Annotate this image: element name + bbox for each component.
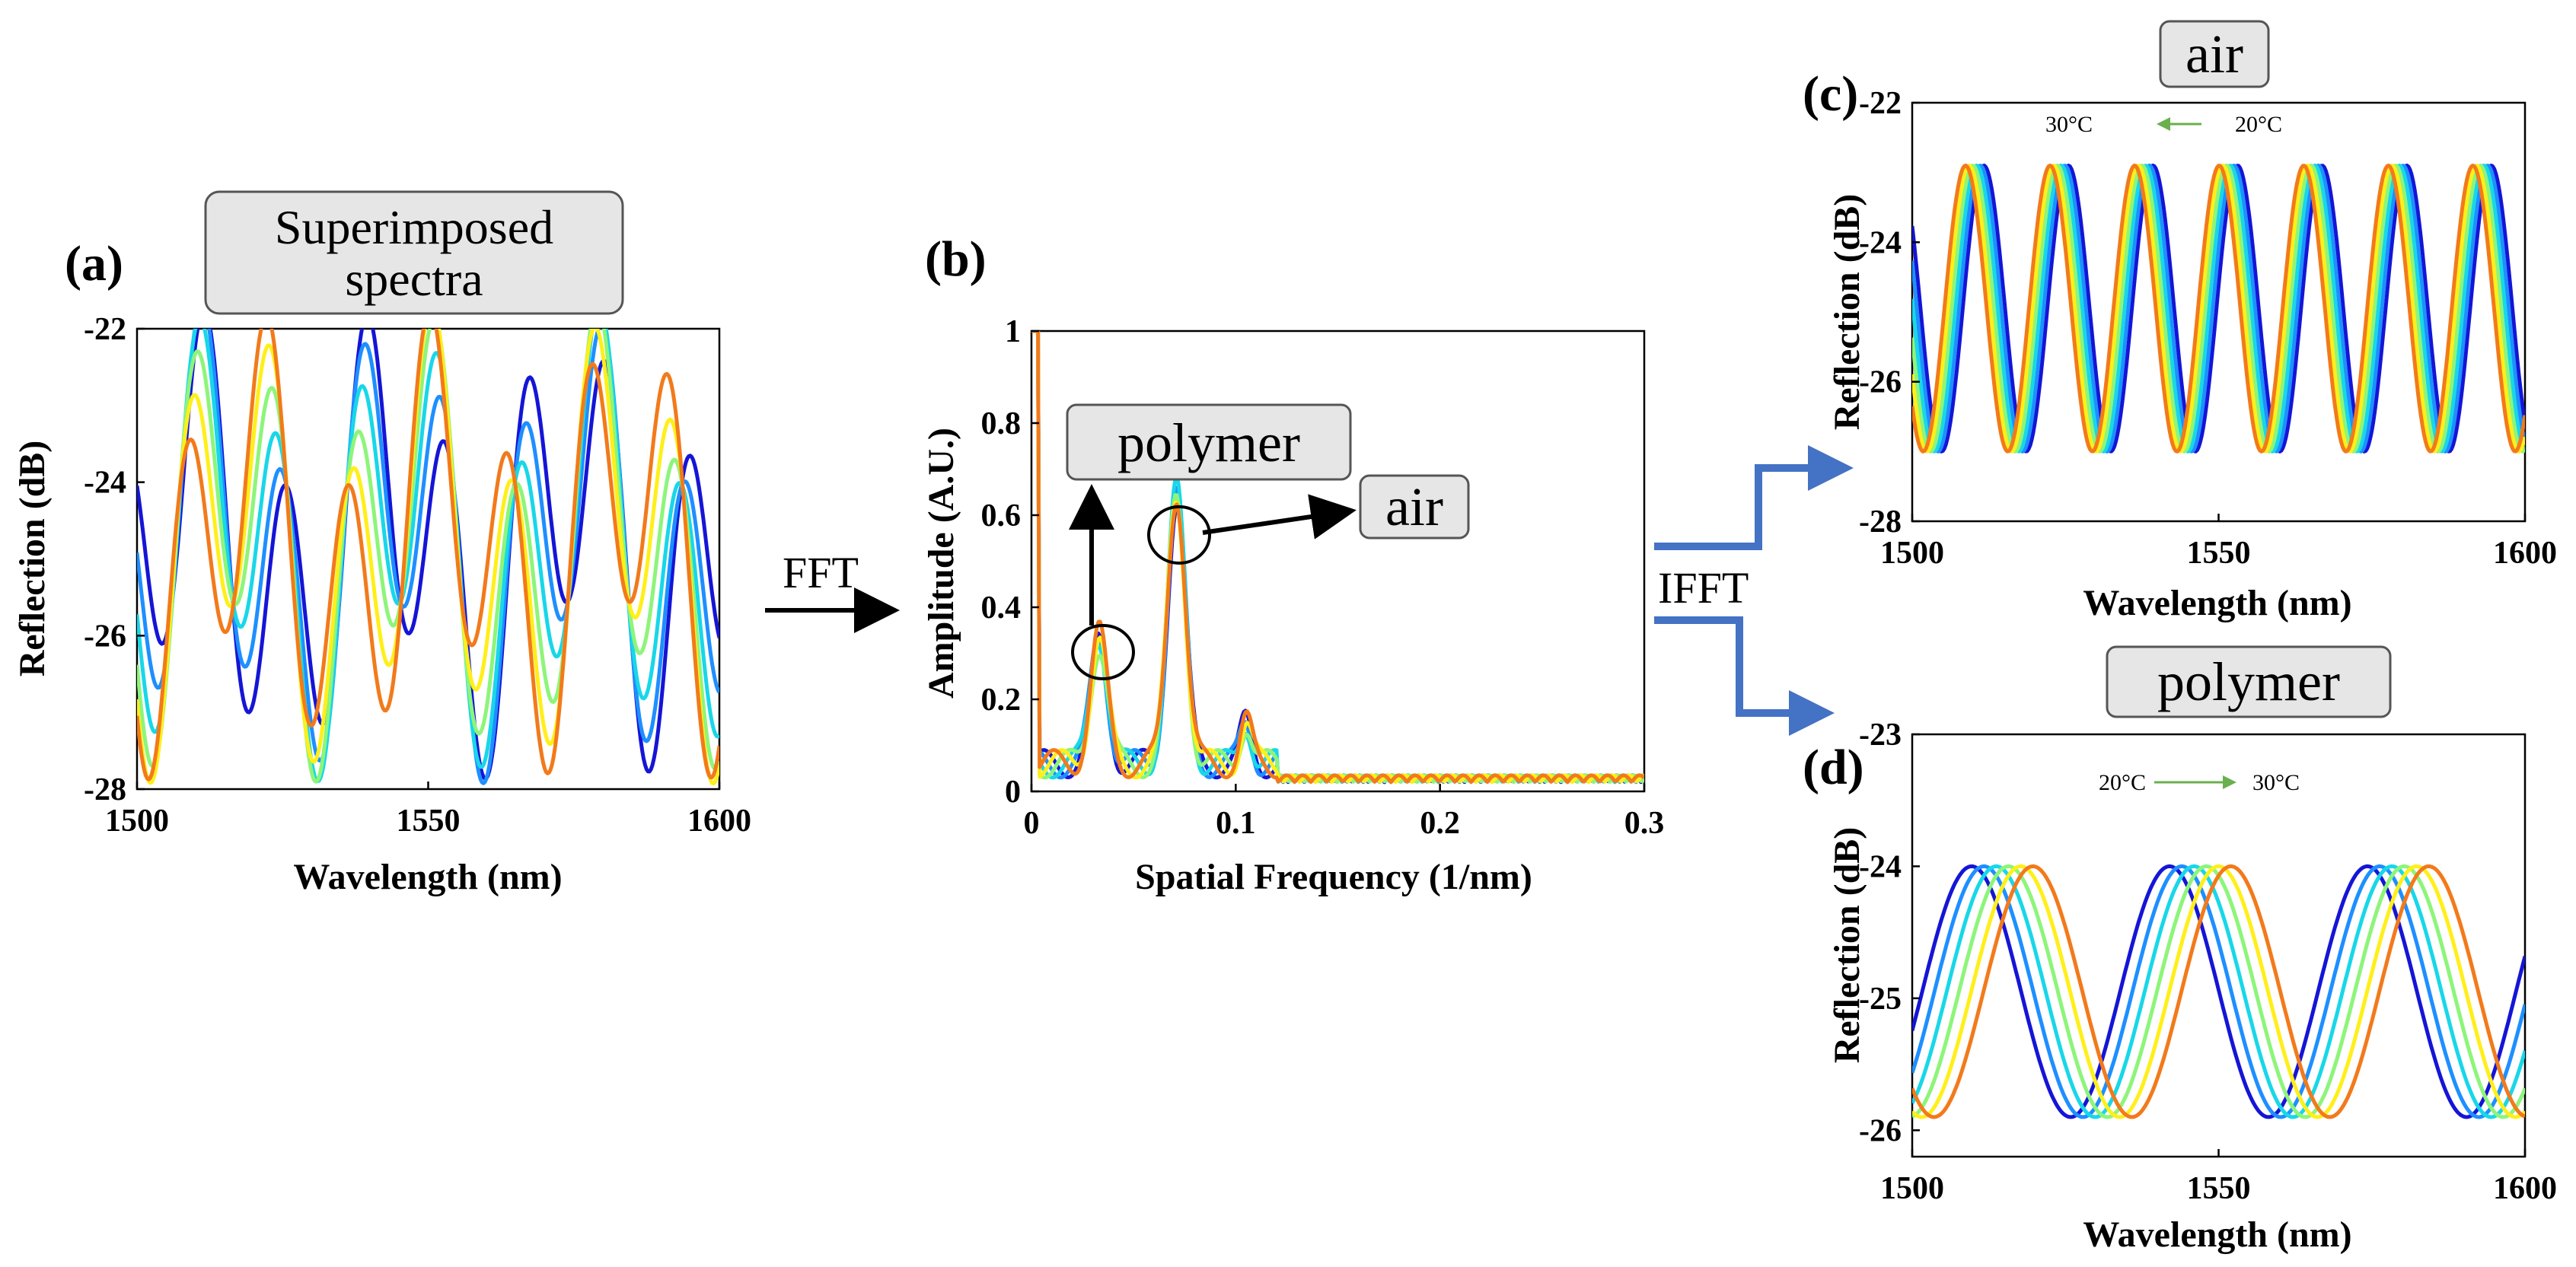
x-tick-label: 1550	[397, 804, 461, 839]
y-tick-label: -28	[1859, 505, 1902, 540]
series-line-d-2	[1912, 864, 2525, 1119]
panel-d-title: polymer	[2157, 651, 2340, 712]
ifft-arrow-down	[1654, 616, 1835, 736]
panel-c-label: (c)	[1803, 66, 1858, 122]
panel-b-series-group	[1031, 331, 1644, 785]
panel-a-xlabel: Wavelength (nm)	[293, 857, 562, 897]
fft-label: FFT	[783, 548, 859, 597]
panel-c-title: air	[2185, 24, 2243, 84]
air-peak-box	[1359, 474, 1470, 540]
panel-a-title-line1: Superimposed	[275, 200, 553, 254]
y-tick-label: 0.6	[981, 498, 1022, 533]
panel-d-xlabel: Wavelength (nm)	[2083, 1214, 2351, 1255]
x-tick-label: 0.3	[1624, 806, 1665, 841]
air-peak-circle	[1147, 505, 1211, 565]
panel-a-title-line2: spectra	[345, 252, 483, 306]
panel-c-xlabel: Wavelength (nm)	[2083, 583, 2351, 623]
panel-d-series-group	[1912, 864, 2525, 1119]
air-peak-label: air	[1385, 476, 1443, 537]
panel-a-series-group	[137, 329, 719, 786]
y-tick-label: -26	[84, 619, 126, 654]
x-tick-label: 1500	[1880, 536, 1944, 571]
panel-a-ylabel: Reflection (dB)	[12, 441, 53, 677]
panel-c-ylabel: Reflection (dB)	[1827, 194, 1867, 431]
panel-b-ticks: 0 0.1 0.2 0.3 0 0.2 0.4 0.6 0.8 1	[981, 314, 1665, 841]
panel-c-title-box	[2159, 20, 2270, 88]
polymer-peak-box	[1066, 403, 1352, 481]
series-line-d-6	[1912, 864, 2525, 1119]
y-tick-label: -24	[1859, 849, 1902, 884]
panel-a: (a) Superimposed spectra 1500 1550 1600 -28…	[12, 190, 751, 897]
series-line-c-5	[1912, 164, 2525, 454]
y-tick-label: -26	[1859, 365, 1902, 400]
series-line-c-1	[1912, 164, 2525, 454]
y-tick-label: 0	[1005, 775, 1021, 810]
ifft-label: IFFT	[1658, 563, 1749, 613]
panel-d-title-box	[2106, 645, 2392, 718]
y-tick-label: -23	[1859, 718, 1902, 753]
y-tick-label: -28	[84, 772, 126, 807]
y-tick-label: -26	[1859, 1113, 1902, 1148]
x-tick-label: 1600	[687, 804, 751, 839]
panel-c: (c) air 1500 1550 1600 -28 -26 -24 -22 30°C 20…	[1803, 20, 2557, 623]
air-peak-arrow	[1202, 494, 1357, 540]
y-tick-label: -24	[1859, 225, 1902, 260]
x-tick-label: 1500	[105, 804, 169, 839]
y-tick-label: -25	[1859, 982, 1902, 1017]
series-line-c-6	[1912, 164, 2525, 454]
ifft-arrow-group: IFFT	[1654, 445, 1854, 736]
panel-a-ticks: 1500 1550 1600 -28 -26 -24 -22	[84, 312, 751, 839]
y-tick-label: -22	[1859, 86, 1902, 121]
panel-c-series-group	[1912, 164, 2525, 454]
polymer-peak-circle	[1071, 624, 1135, 680]
y-tick-label: -24	[84, 466, 126, 501]
x-tick-label: 1550	[2187, 536, 2251, 571]
series-line-d-1	[1912, 864, 2525, 1119]
x-tick-label: 0	[1024, 806, 1040, 841]
panel-d-temp-from: 20°C	[2099, 770, 2146, 795]
y-tick-label: 1	[1005, 314, 1021, 349]
panel-d-ticks: 1500 1550 1600 -26 -25 -24 -23	[1859, 718, 2557, 1206]
panel-a-label: (a)	[65, 236, 123, 291]
fft-arrow-group: FFT	[765, 548, 900, 633]
y-tick-label: 0.4	[981, 591, 1022, 626]
panel-d: (d) polymer 1500 1550 1600 -26 -25 -24 -23 20°…	[1803, 645, 2557, 1255]
series-line-b-6	[1031, 331, 1644, 785]
x-tick-label: 1600	[2493, 536, 2557, 571]
ifft-arrow-up	[1654, 445, 1854, 550]
x-tick-label: 1550	[2187, 1171, 2251, 1206]
x-tick-label: 0.1	[1216, 806, 1256, 841]
x-tick-label: 0.2	[1420, 806, 1460, 841]
y-tick-label: -22	[84, 312, 126, 347]
panel-c-ticks: 1500 1550 1600 -28 -26 -24 -22	[1859, 86, 2557, 571]
polymer-peak-label: polymer	[1117, 412, 1300, 473]
panel-b-label: (b)	[925, 231, 987, 287]
x-tick-label: 1500	[1880, 1171, 1944, 1206]
panel-c-temp-to: 20°C	[2235, 112, 2282, 137]
panel-d-ylabel: Reflection (dB)	[1827, 827, 1867, 1064]
panel-d-label: (d)	[1803, 740, 1864, 795]
panel-b: (b) 0 0.1 0.2 0.3 0 0.2 0.4 0.6 0.8 1 Spatial Fre…	[921, 231, 1664, 897]
panel-a-title-box	[204, 190, 624, 315]
panel-b-ylabel: Amplitude (A.U.)	[921, 428, 961, 699]
panel-c-temp-from: 30°C	[2045, 112, 2093, 137]
series-line-a-6	[137, 329, 719, 782]
panel-b-plot-area	[1030, 329, 1646, 793]
x-tick-label: 1600	[2493, 1171, 2557, 1206]
panel-d-temp-to: 30°C	[2252, 770, 2300, 795]
y-tick-label: 0.8	[981, 406, 1022, 441]
panel-b-xlabel: Spatial Frequency (1/nm)	[1135, 857, 1532, 897]
y-tick-label: 0.2	[981, 683, 1022, 718]
